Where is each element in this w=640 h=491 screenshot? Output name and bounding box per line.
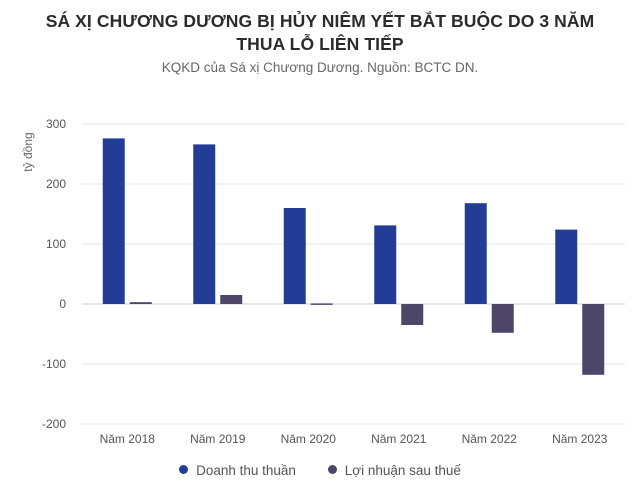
y-tick-label: 200 <box>46 177 66 191</box>
x-tick-label: Năm 2022 <box>462 432 518 446</box>
bar-profit <box>401 304 424 325</box>
legend-item-profit: Lợi nhuận sau thuế <box>327 463 461 478</box>
bar-profit <box>220 295 243 304</box>
bar-revenue <box>283 208 306 304</box>
y-tick-label: 100 <box>46 237 66 251</box>
chart-subtitle: KQKD của Sá xị Chương Dương. Nguồn: BCTC… <box>161 60 479 75</box>
bar-revenue <box>555 229 578 304</box>
bar-profit <box>310 303 333 305</box>
x-tick-label: Năm 2018 <box>100 432 156 446</box>
chart-legend: Doanh thu thuần Lợi nhuận sau thuế <box>0 463 640 478</box>
x-tick-label: Năm 2020 <box>281 432 337 446</box>
x-tick-label: Năm 2023 <box>552 432 608 446</box>
y-tick-label: -200 <box>42 417 66 431</box>
bar-profit <box>129 302 152 304</box>
legend-dot-profit <box>327 465 337 474</box>
y-tick-label: 300 <box>46 117 66 131</box>
legend-item-revenue: Doanh thu thuần <box>179 463 296 478</box>
bar-profit <box>582 304 605 375</box>
x-tick-label: Năm 2019 <box>190 432 246 446</box>
y-tick-label: -100 <box>42 357 66 371</box>
bar-revenue <box>102 138 125 304</box>
bar-profit <box>491 304 514 333</box>
bar-revenue <box>193 144 216 304</box>
chart-title-line-2: THUA LỖ LIÊN TIẾP <box>236 34 404 54</box>
bar-revenue <box>374 225 397 304</box>
legend-dot-revenue <box>179 465 189 474</box>
legend-label-profit: Lợi nhuận sau thuế <box>344 463 461 478</box>
bar-revenue <box>464 203 487 304</box>
x-tick-label: Năm 2021 <box>371 432 427 446</box>
legend-label-revenue: Doanh thu thuần <box>196 463 296 478</box>
y-axis-label: tỷ đồng <box>21 132 35 171</box>
chart-title: SÁ XỊ CHƯƠNG DƯƠNG BỊ HỦY NIÊM YẾT BẮT B… <box>0 10 640 56</box>
y-tick-label: 0 <box>59 297 66 311</box>
chart-title-line-1: SÁ XỊ CHƯƠNG DƯƠNG BỊ HỦY NIÊM YẾT BẮT B… <box>45 11 595 31</box>
